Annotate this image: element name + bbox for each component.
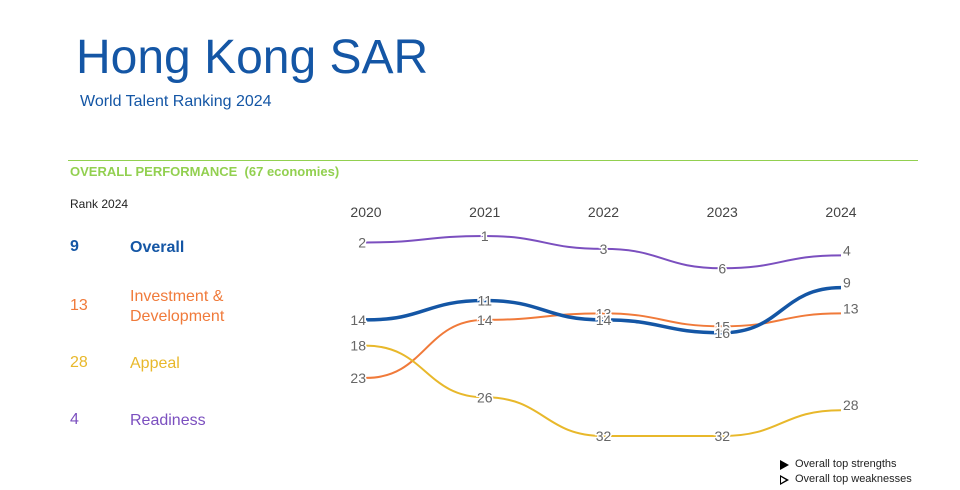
data-label: 4 (843, 242, 851, 258)
data-label: 3 (600, 241, 608, 257)
x-tick-label: 2021 (469, 204, 500, 220)
data-label: 18 (350, 338, 366, 354)
rank-label-overall: Overall (130, 239, 185, 256)
data-label: 14 (350, 312, 366, 328)
rank-value-investment: 13 (70, 297, 88, 314)
series-line (365, 234, 842, 270)
data-label: 32 (714, 428, 730, 444)
legend-strengths-label: Overall top strengths (795, 458, 897, 470)
data-label: 1 (481, 228, 489, 244)
data-label: 15 (714, 318, 730, 334)
rank-value-readiness: 4 (70, 411, 79, 428)
page-title: Hong Kong SAR (76, 31, 429, 84)
filled-triangle-icon (780, 459, 789, 470)
legend-weaknesses-label: Overall top weaknesses (795, 473, 912, 485)
rank-label-investment: Investment & Development (130, 288, 225, 325)
series-line (365, 344, 842, 437)
data-label: 11 (477, 293, 492, 309)
data-label: 14 (596, 312, 612, 328)
rank-label-appeal: Appeal (130, 355, 180, 372)
x-tick-label: 2020 (350, 204, 381, 220)
series-line (365, 285, 842, 335)
data-label: 32 (596, 428, 612, 444)
legend: Overall top strengths Overall top weakne… (780, 457, 912, 487)
data-label: 6 (718, 260, 726, 276)
rank-label-readiness: Readiness (130, 412, 206, 429)
x-tick-label: 2022 (588, 204, 619, 220)
rank-year-label: Rank 2024 (70, 197, 129, 211)
data-label: 26 (477, 389, 493, 405)
x-tick-label: 2023 (707, 204, 738, 220)
outline-triangle-icon (780, 474, 789, 485)
rank-value-overall: 9 (70, 238, 79, 255)
legend-strengths: Overall top strengths (780, 457, 912, 472)
legend-weaknesses: Overall top weaknesses (780, 472, 912, 487)
data-label: 16 (714, 325, 730, 341)
data-label: 28 (843, 397, 859, 413)
rank-value-appeal: 28 (70, 354, 88, 371)
data-label: 23 (350, 370, 366, 386)
page-subtitle: World Talent Ranking 2024 (80, 93, 272, 110)
data-label: 13 (843, 300, 859, 316)
x-tick-label: 2024 (825, 204, 856, 220)
data-label: 13 (596, 305, 612, 321)
data-label: 2 (358, 234, 366, 250)
data-label: 14 (477, 312, 493, 328)
data-label: 9 (843, 275, 851, 291)
section-divider (68, 160, 918, 161)
section-title: OVERALL PERFORMANCE (67 economies) (70, 164, 340, 179)
